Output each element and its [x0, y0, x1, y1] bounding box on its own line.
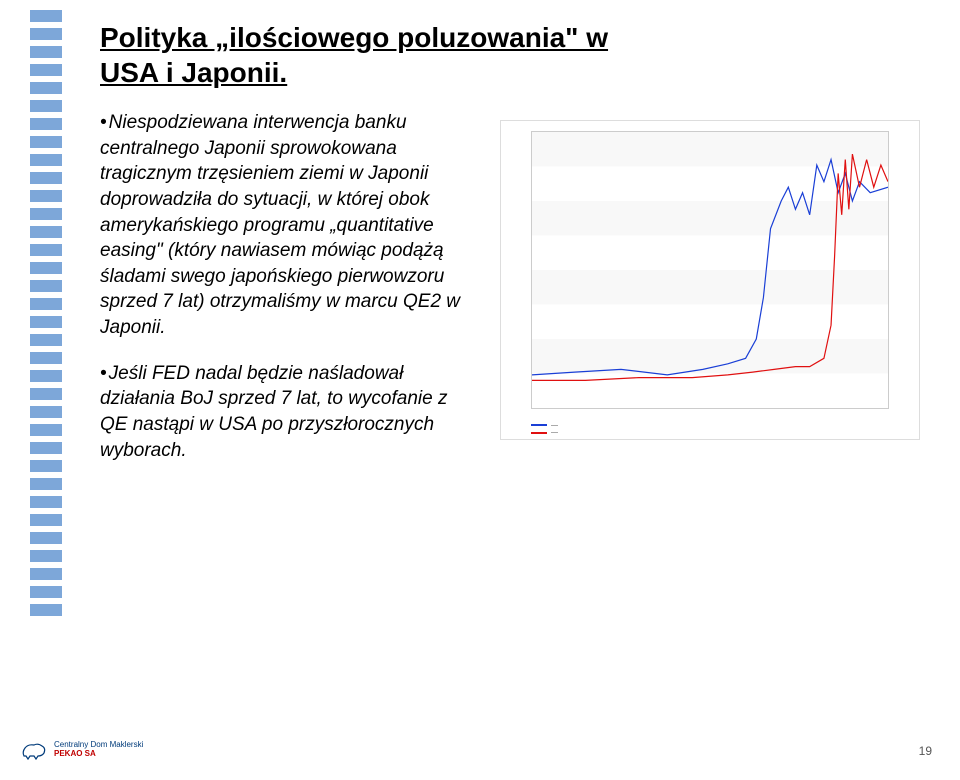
rail-block [30, 118, 62, 130]
rail-block [30, 298, 62, 310]
slide-content: Polityka „ilościowego poluzowania" w USA… [100, 20, 940, 760]
rail-block [30, 424, 62, 436]
rail-block [30, 172, 62, 184]
rail-block [30, 388, 62, 400]
body-row: Niespodziewana interwencja banku central… [100, 110, 940, 483]
bison-icon [20, 738, 48, 762]
chart-svg [532, 132, 888, 408]
rail-block [30, 370, 62, 382]
brand-line-2: PEKAO SA [54, 750, 143, 759]
rail-block [30, 244, 62, 256]
rail-block [30, 64, 62, 76]
rail-block [30, 442, 62, 454]
rail-block [30, 568, 62, 580]
bullet-2: Jeśli FED nadal będzie naśladował działa… [100, 361, 480, 464]
chart-column: — — [500, 110, 940, 483]
rail-block [30, 154, 62, 166]
text-column: Niespodziewana interwencja banku central… [100, 110, 480, 483]
rail-block [30, 316, 62, 328]
rail-block [30, 46, 62, 58]
rail-block [30, 262, 62, 274]
legend-label-1: — [551, 422, 558, 430]
rail-block [30, 604, 62, 616]
page-number: 19 [919, 744, 932, 758]
rail-block [30, 10, 62, 22]
decorative-rail [30, 0, 90, 660]
chart-plot-area [531, 131, 889, 409]
legend-swatch-2 [531, 432, 547, 434]
rail-block [30, 550, 62, 562]
rail-block [30, 226, 62, 238]
rail-block [30, 136, 62, 148]
line-chart: — — [500, 120, 920, 440]
rail-block [30, 478, 62, 490]
rail-block [30, 496, 62, 508]
rail-block [30, 100, 62, 112]
rail-block [30, 532, 62, 544]
rail-block [30, 352, 62, 364]
rail-block [30, 406, 62, 418]
legend-item-2: — [531, 429, 558, 437]
legend-label-2: — [551, 429, 558, 437]
rail-block [30, 460, 62, 472]
rail-block [30, 28, 62, 40]
slide-title: Polityka „ilościowego poluzowania" w USA… [100, 20, 620, 90]
rail-block [30, 514, 62, 526]
bullet-1: Niespodziewana interwencja banku central… [100, 110, 480, 341]
chart-legend: — — [531, 422, 558, 437]
rail-block [30, 280, 62, 292]
footer-logo: Centralny Dom Maklerski PEKAO SA [20, 738, 143, 762]
legend-swatch-1 [531, 424, 547, 426]
rail-block [30, 190, 62, 202]
rail-block [30, 586, 62, 598]
rail-block [30, 82, 62, 94]
rail-block [30, 334, 62, 346]
footer-brand-text: Centralny Dom Maklerski PEKAO SA [54, 741, 143, 759]
legend-item-1: — [531, 422, 558, 430]
rail-block [30, 208, 62, 220]
